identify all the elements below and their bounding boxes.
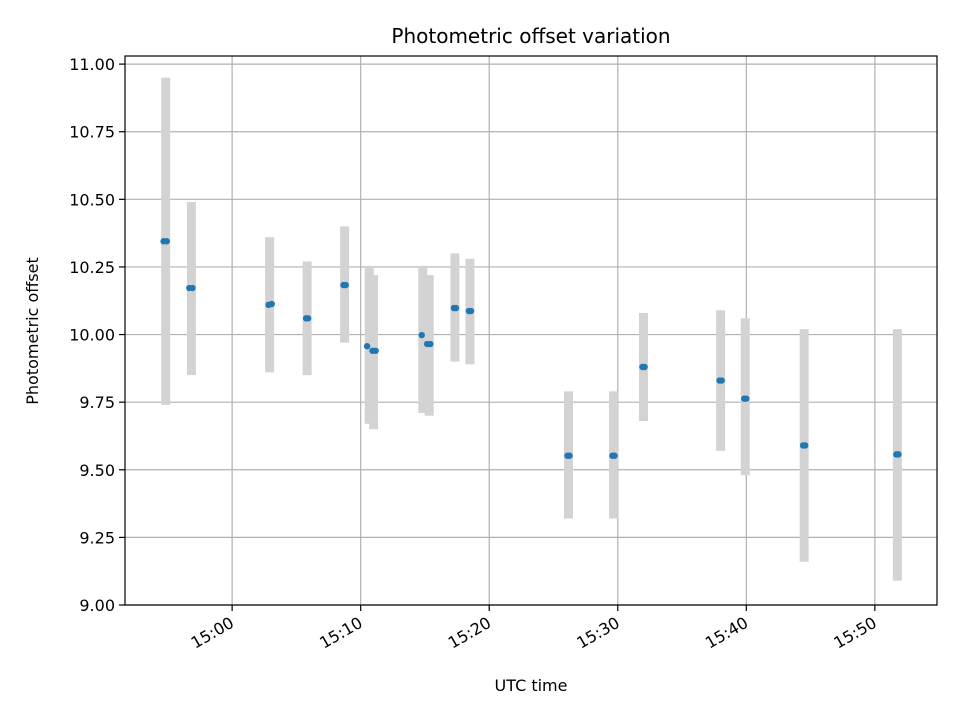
- data-point: [372, 347, 379, 354]
- data-point: [641, 363, 648, 371]
- data-point: [189, 284, 196, 292]
- y-axis-label: Photometric offset: [23, 257, 42, 405]
- error-bar: [418, 266, 428, 413]
- data-point: [566, 452, 573, 459]
- data-point: [268, 300, 275, 308]
- chart-title: Photometric offset variation: [391, 24, 670, 48]
- data-point: [452, 304, 460, 312]
- data-point: [427, 340, 434, 348]
- y-tick-label: 9.00: [79, 596, 115, 615]
- y-tick-label: 9.75: [79, 393, 115, 412]
- y-axis-ticks: 9.00 9.25 9.50 9.75 10.00 10.25 10.50 10.75 11.0…: [69, 55, 125, 615]
- data-point: [163, 238, 170, 245]
- y-tick-label: 9.25: [79, 528, 115, 547]
- x-axis-label: UTC time: [495, 676, 568, 695]
- plot-frame: [124, 55, 938, 606]
- y-tick-label: 11.00: [69, 55, 115, 74]
- data-point: [895, 451, 902, 458]
- y-tick-label: 10.75: [69, 123, 115, 142]
- y-tick-label: 10.50: [69, 190, 115, 209]
- y-tick-label: 10.00: [69, 326, 115, 345]
- data-point: [418, 331, 425, 339]
- y-tick-label: 10.25: [69, 258, 115, 277]
- data-point: [342, 281, 349, 289]
- data-point: [467, 307, 475, 315]
- data-points: [160, 238, 902, 459]
- data-point: [363, 342, 371, 350]
- data-point: [743, 395, 750, 402]
- data-point: [611, 452, 618, 459]
- data-point: [304, 315, 312, 322]
- y-tick-label: 9.50: [79, 461, 115, 480]
- data-point: [718, 377, 725, 384]
- data-point: [802, 442, 809, 449]
